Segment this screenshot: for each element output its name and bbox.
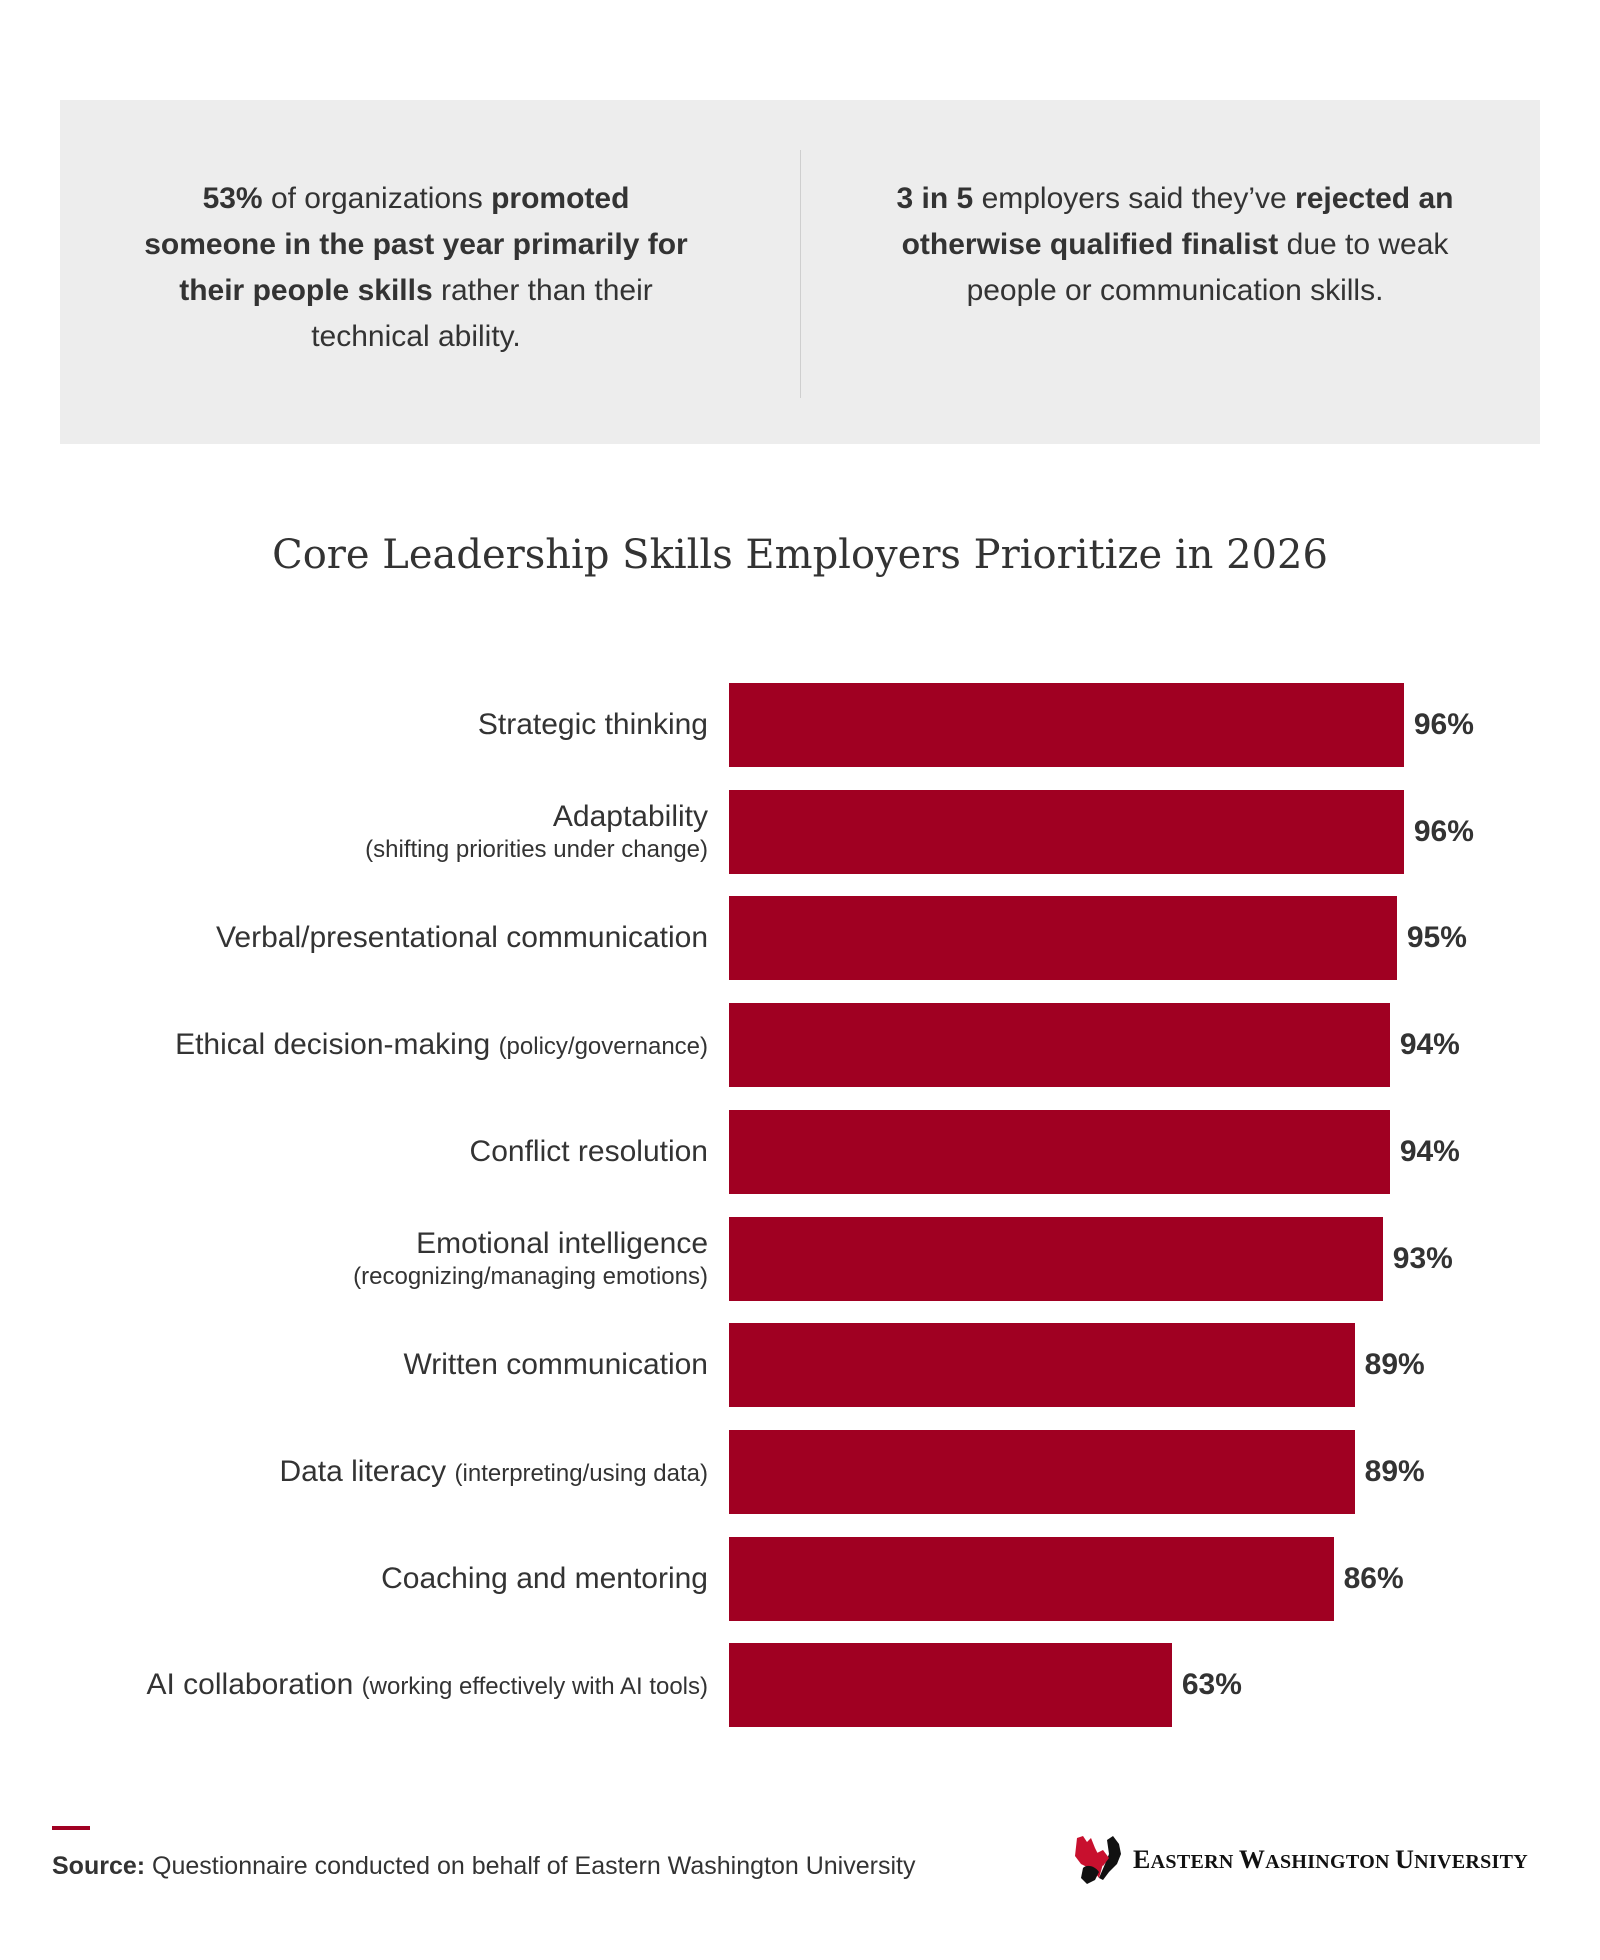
category-label: Verbal/presentational communication	[216, 896, 708, 980]
category-detail: (recognizing/managing emotions)	[353, 1262, 708, 1290]
stat-text: of organizations	[262, 182, 492, 215]
bar-row: Conflict resolution 94%	[0, 1109, 1600, 1194]
bar	[729, 1003, 1390, 1088]
bar-row: Data literacy (interpreting/using data) 8…	[0, 1429, 1600, 1514]
ewu-logo: EASTERN WASHINGTON UNIVERSITY	[1073, 1834, 1528, 1886]
value-label: 94%	[1399, 1134, 1460, 1168]
category-name: Conflict resolution	[470, 1134, 708, 1170]
source-label: Source:	[52, 1852, 146, 1880]
bar	[729, 1216, 1383, 1301]
category-name: Strategic thinking	[478, 707, 708, 743]
stat-emphasis: rejected an otherwise qualified finalist	[901, 182, 1454, 261]
bar-row: Coaching and mentoring 86%	[0, 1536, 1600, 1621]
category-label: Ethical decision-making (policy/governan…	[175, 1003, 708, 1087]
value-label: 94%	[1399, 1028, 1460, 1062]
category-text: AI collaboration	[146, 1668, 354, 1702]
value-label: 96%	[1413, 708, 1474, 741]
category-label: Adaptability (shifting priorities under c…	[365, 790, 708, 874]
stat-text: employers said they’ve	[973, 182, 1296, 215]
stat-rejection: 3 in 5 employers said they’ve rejected a…	[895, 176, 1455, 314]
category-name: Adaptability	[553, 799, 708, 835]
category-name: Emotional intelligence	[416, 1226, 708, 1262]
stat-figure: 3 in 5	[896, 182, 974, 215]
accent-dash	[52, 1826, 90, 1830]
category-label: Conflict resolution	[470, 1110, 708, 1194]
category-label: Strategic thinking	[478, 683, 708, 767]
bar	[729, 789, 1404, 874]
category-label: Data literacy (interpreting/using data)	[279, 1430, 708, 1514]
source-text: Questionnaire conducted on behalf of Eas…	[145, 1852, 916, 1880]
category-name: Data literacy (interpreting/using data)	[279, 1454, 708, 1490]
category-text: Written communication	[403, 1348, 708, 1382]
category-label: Emotional intelligence (recognizing/manag…	[353, 1217, 708, 1301]
bar-row: Adaptability (shifting priorities under c…	[0, 789, 1600, 874]
bar-row: Strategic thinking 96%	[0, 683, 1600, 767]
category-text: Verbal/presentational communication	[216, 921, 708, 955]
bar-row: Verbal/presentational communication 95%	[0, 896, 1600, 981]
value-label: 86%	[1343, 1561, 1404, 1595]
category-detail: (working effectively with AI tools)	[361, 1673, 708, 1701]
category-text: Adaptability	[552, 799, 708, 833]
source-note: Source: Questionnaire conducted on behal…	[52, 1852, 915, 1881]
bar	[729, 1109, 1390, 1194]
value-label: 95%	[1406, 921, 1467, 955]
bar-row: Emotional intelligence (recognizing/manag…	[0, 1216, 1600, 1301]
value-label: 89%	[1364, 1348, 1425, 1382]
category-name: AI collaboration (working effectively wi…	[147, 1667, 709, 1703]
stats-divider	[800, 150, 801, 398]
bar	[729, 896, 1397, 981]
stats-panel: 53% of organizations promoted someone in…	[60, 100, 1540, 444]
eagle-icon	[1075, 1836, 1121, 1884]
category-text: Data literacy	[279, 1454, 447, 1488]
bar	[729, 1323, 1355, 1408]
category-text: Conflict resolution	[469, 1134, 708, 1168]
value-label: 63%	[1181, 1668, 1242, 1702]
category-text: Emotional intelligence	[416, 1226, 708, 1260]
stat-text: due to weak people or communication skil…	[966, 228, 1449, 307]
category-name: Verbal/presentational communication	[216, 920, 708, 956]
stat-text: rather than their technical ability.	[311, 274, 653, 353]
chart-title: Core Leadership Skills Employers Priorit…	[272, 532, 1328, 578]
bar-row: Written communication 89%	[0, 1323, 1600, 1408]
value-label: 96%	[1413, 814, 1474, 848]
stat-promotion: 53% of organizations promoted someone in…	[136, 176, 696, 360]
category-detail: (shifting priorities under change)	[365, 835, 708, 863]
stat-emphasis: promoted someone in the past year primar…	[144, 182, 688, 307]
stat-figure: 53%	[202, 182, 263, 215]
bar	[729, 1643, 1172, 1728]
category-detail: (interpreting/using data)	[454, 1459, 708, 1487]
bar-row: AI collaboration (working effectively wi…	[0, 1643, 1600, 1728]
category-text: Strategic thinking	[477, 708, 708, 741]
bar	[729, 683, 1404, 767]
category-name: Coaching and mentoring	[381, 1561, 708, 1597]
category-label: AI collaboration (working effectively wi…	[147, 1643, 709, 1727]
bar	[729, 1536, 1334, 1621]
logo-wordmark: EASTERN WASHINGTON UNIVERSITY	[1133, 1845, 1529, 1874]
category-text: Coaching and mentoring	[381, 1561, 708, 1595]
bar	[729, 1429, 1355, 1514]
category-detail: (policy/governance)	[498, 1033, 708, 1061]
category-label: Coaching and mentoring	[381, 1537, 708, 1621]
value-label: 89%	[1364, 1454, 1425, 1488]
category-text: Ethical decision-making	[175, 1028, 491, 1062]
category-name: Ethical decision-making (policy/governan…	[175, 1027, 708, 1063]
category-name: Written communication	[403, 1347, 708, 1383]
value-label: 93%	[1392, 1241, 1453, 1275]
bar-row: Ethical decision-making (policy/governan…	[0, 1003, 1600, 1088]
category-label: Written communication	[403, 1323, 708, 1407]
